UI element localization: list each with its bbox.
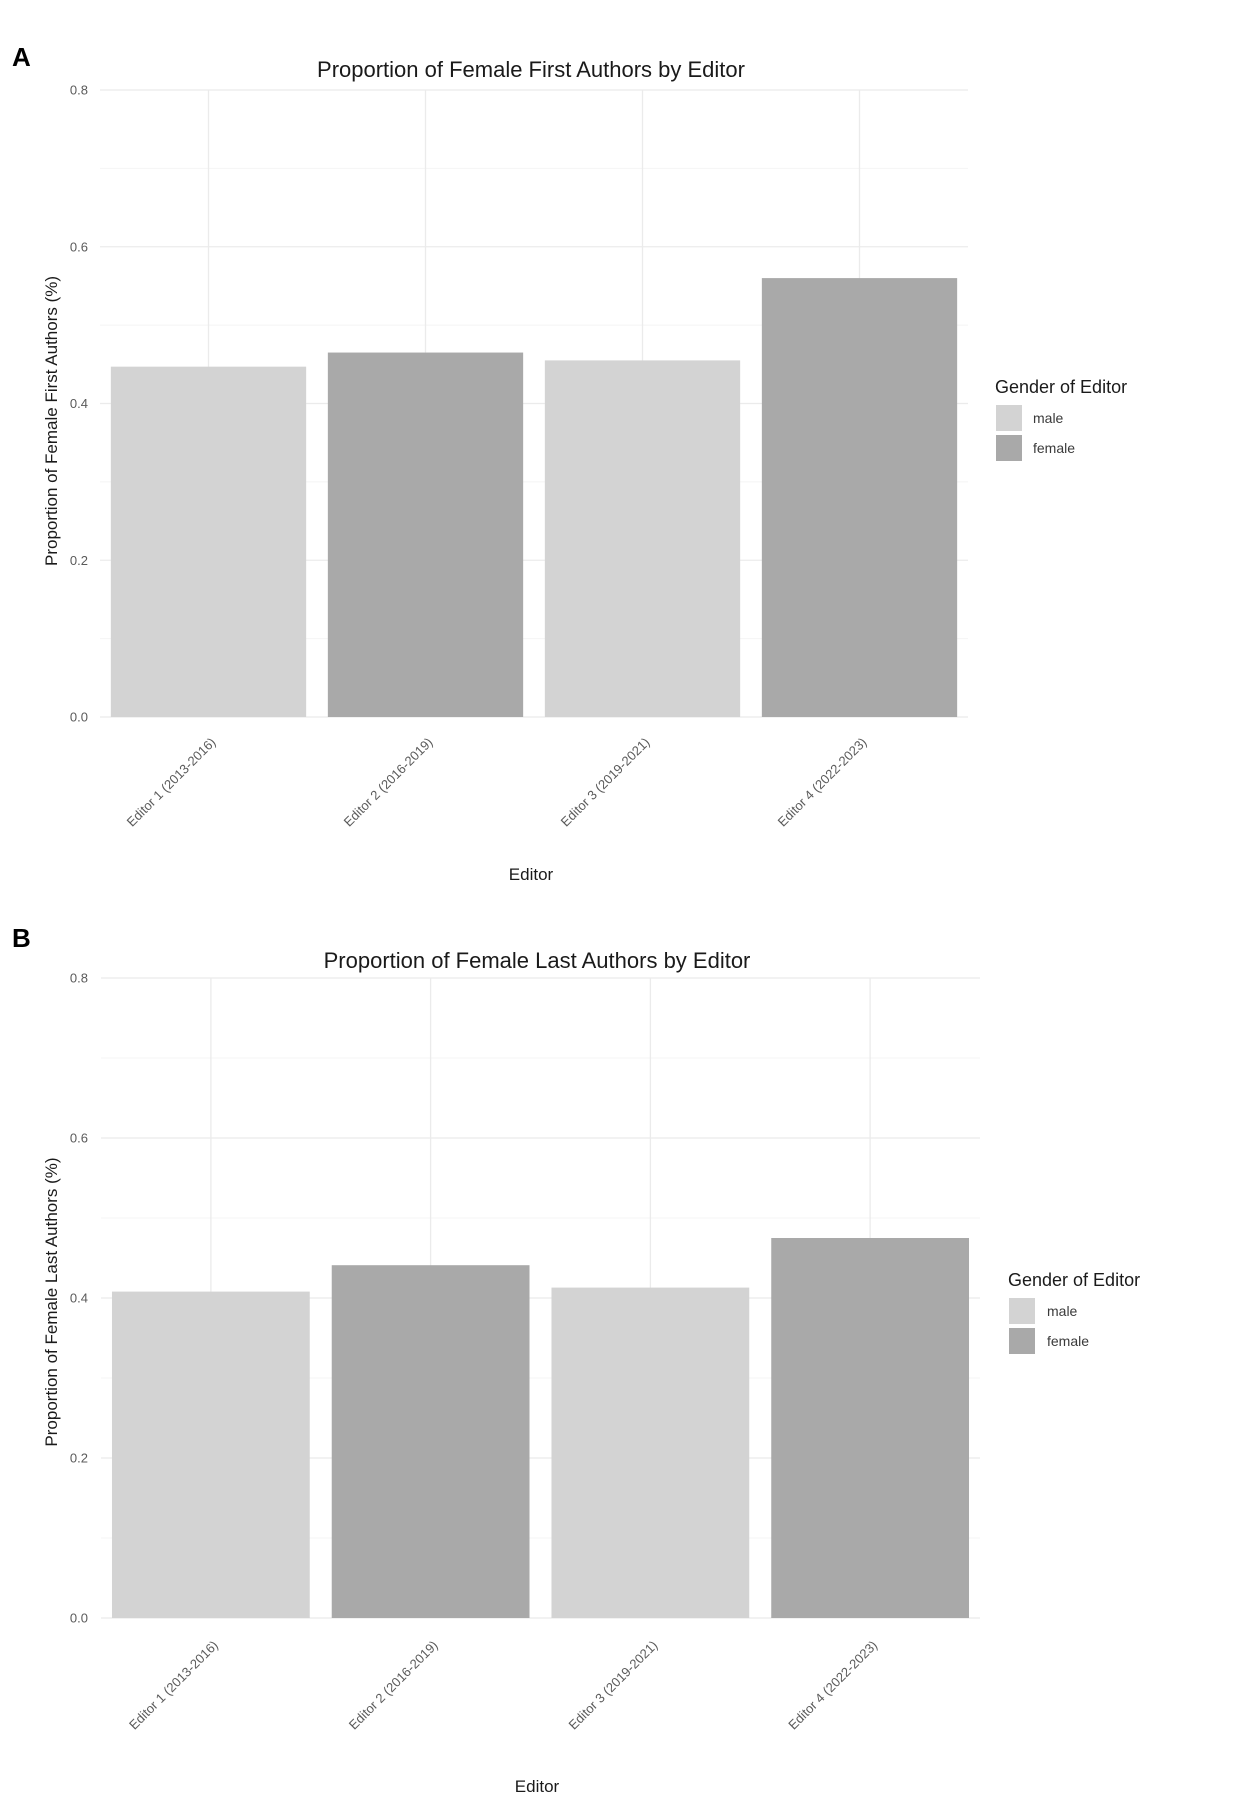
- legend-label-female: female: [1047, 1333, 1089, 1349]
- chart-b-svg: B Proportion of Female Last Authors by E…: [12, 923, 1140, 1796]
- x-axis-title: Editor: [515, 1777, 560, 1796]
- x-tick-label: Editor 3 (2019-2021): [558, 735, 653, 830]
- x-tick-label: Editor 1 (2013-2016): [126, 1638, 221, 1733]
- legend: Gender of Editor male female: [1008, 1270, 1140, 1354]
- y-axis-title: Proportion of Female Last Authors (%): [42, 1157, 61, 1446]
- y-tick-label: 0.4: [70, 396, 88, 411]
- x-tick-label: Editor 4 (2022-2023): [785, 1638, 880, 1733]
- y-axis-title: Proportion of Female First Authors (%): [42, 276, 61, 566]
- chart-title: Proportion of Female Last Authors by Edi…: [324, 948, 751, 973]
- legend-title: Gender of Editor: [1008, 1270, 1140, 1290]
- chart-a-svg: A Proportion of Female First Authors by …: [12, 42, 1127, 884]
- legend-label-female: female: [1033, 440, 1075, 456]
- x-tick-label: Editor 1 (2013-2016): [124, 735, 219, 830]
- legend-key-male: [996, 405, 1022, 431]
- panel-letter: B: [12, 923, 31, 953]
- x-tick-label: Editor 2 (2016-2019): [341, 735, 436, 830]
- legend-label-male: male: [1033, 410, 1064, 426]
- plot-area: 0.0 0.2 0.4 0.6 0.8 Editor 1 (2013-2016) Edito…: [70, 83, 968, 830]
- legend-key-female: [996, 435, 1022, 461]
- y-tick-label: 0.4: [70, 1291, 88, 1306]
- chart-title: Proportion of Female First Authors by Ed…: [317, 57, 745, 82]
- chart-panel-b: B Proportion of Female Last Authors by E…: [0, 890, 1252, 1796]
- x-tick-label: Editor 4 (2022-2023): [775, 735, 870, 830]
- y-tick-label: 0.0: [70, 710, 88, 725]
- y-tick-label: 0.2: [70, 553, 88, 568]
- bar-4: [771, 1238, 970, 1618]
- bar-3: [544, 360, 741, 717]
- x-axis-title: Editor: [509, 865, 554, 884]
- legend-label-male: male: [1047, 1303, 1078, 1319]
- bar-4: [761, 278, 958, 717]
- x-tick-label: Editor 2 (2016-2019): [346, 1638, 441, 1733]
- bar-3: [551, 1287, 750, 1618]
- legend: Gender of Editor male female: [995, 377, 1127, 461]
- panel-letter: A: [12, 42, 31, 72]
- legend-title: Gender of Editor: [995, 377, 1127, 397]
- legend-key-male: [1009, 1298, 1035, 1324]
- y-tick-label: 0.2: [70, 1451, 88, 1466]
- bar-2: [327, 352, 524, 717]
- x-tick-label: Editor 3 (2019-2021): [566, 1638, 661, 1733]
- y-tick-label: 0.8: [70, 83, 88, 98]
- plot-area: 0.0 0.2 0.4 0.6 0.8 Editor 1 (2013-2016) Edito…: [70, 971, 980, 1733]
- bar-1: [111, 1291, 310, 1618]
- y-tick-label: 0.0: [70, 1611, 88, 1626]
- y-tick-label: 0.6: [70, 1131, 88, 1146]
- chart-panel-a: A Proportion of Female First Authors by …: [0, 0, 1252, 890]
- y-tick-label: 0.6: [70, 239, 88, 254]
- bar-1: [110, 366, 307, 717]
- y-tick-label: 0.8: [70, 971, 88, 986]
- legend-key-female: [1009, 1328, 1035, 1354]
- bar-2: [331, 1265, 530, 1618]
